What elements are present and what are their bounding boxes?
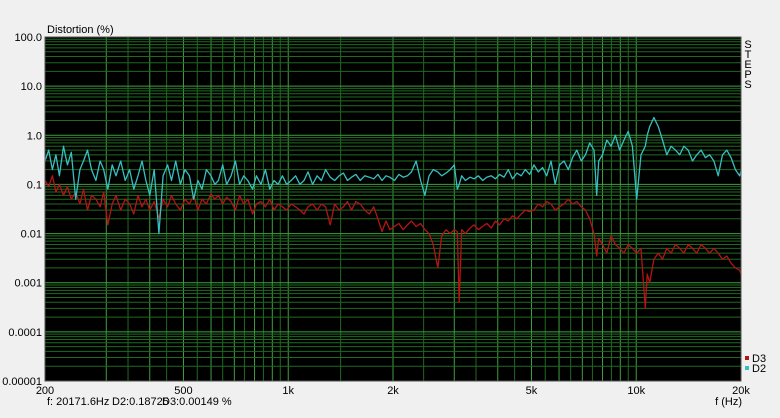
axes: 100.0 10.0 1.0 0.1 0.01 0.001 0.0001 0.00001200… <box>2 32 750 397</box>
y-tick-label: 0.00001 <box>2 376 42 388</box>
legend-label-d2: D2 <box>752 363 766 375</box>
x-tick-label: 1k <box>282 385 294 397</box>
legend-swatch-d3 <box>745 356 749 360</box>
x-tick-label: 2k <box>387 385 399 397</box>
x-axis-label: f (Hz) <box>715 396 742 408</box>
x-tick-label: 10k <box>627 385 645 397</box>
series-line-d2 <box>44 116 742 235</box>
readout-d3: D3:0.00149 % <box>162 396 232 408</box>
readout-d2: D2:0.18725 <box>112 396 169 408</box>
x-tick-label: 5k <box>526 385 538 397</box>
y-axis-label: Distortion (%) <box>47 24 114 36</box>
y-tick-label: 100.0 <box>14 32 42 44</box>
legend-swatch-d2 <box>745 366 749 370</box>
y-tick-label: 0.0001 <box>8 327 42 339</box>
steps-letter: T <box>745 49 752 61</box>
x-tick-label: 500 <box>174 385 192 397</box>
series-layer <box>44 116 742 310</box>
x-tick-label: 200 <box>36 385 54 397</box>
readout-frequency: f: 20171.6Hz <box>47 396 109 408</box>
steps-letter: S <box>744 39 751 51</box>
x-tick-label: 20k <box>732 385 750 397</box>
y-tick-label: 10.0 <box>21 81 42 93</box>
steps-letter: E <box>744 59 751 71</box>
series-line-d3 <box>44 175 742 310</box>
y-tick-label: 0.001 <box>14 278 42 290</box>
steps-letter: S <box>744 79 751 91</box>
plot-border <box>44 36 742 382</box>
y-tick-label: 1.0 <box>27 130 42 142</box>
legend-label-d3: D3 <box>752 353 766 365</box>
grid <box>45 37 741 381</box>
y-tick-label: 0.01 <box>21 229 42 241</box>
steps-letter: P <box>744 69 751 81</box>
y-tick-label: 0.1 <box>27 179 42 191</box>
